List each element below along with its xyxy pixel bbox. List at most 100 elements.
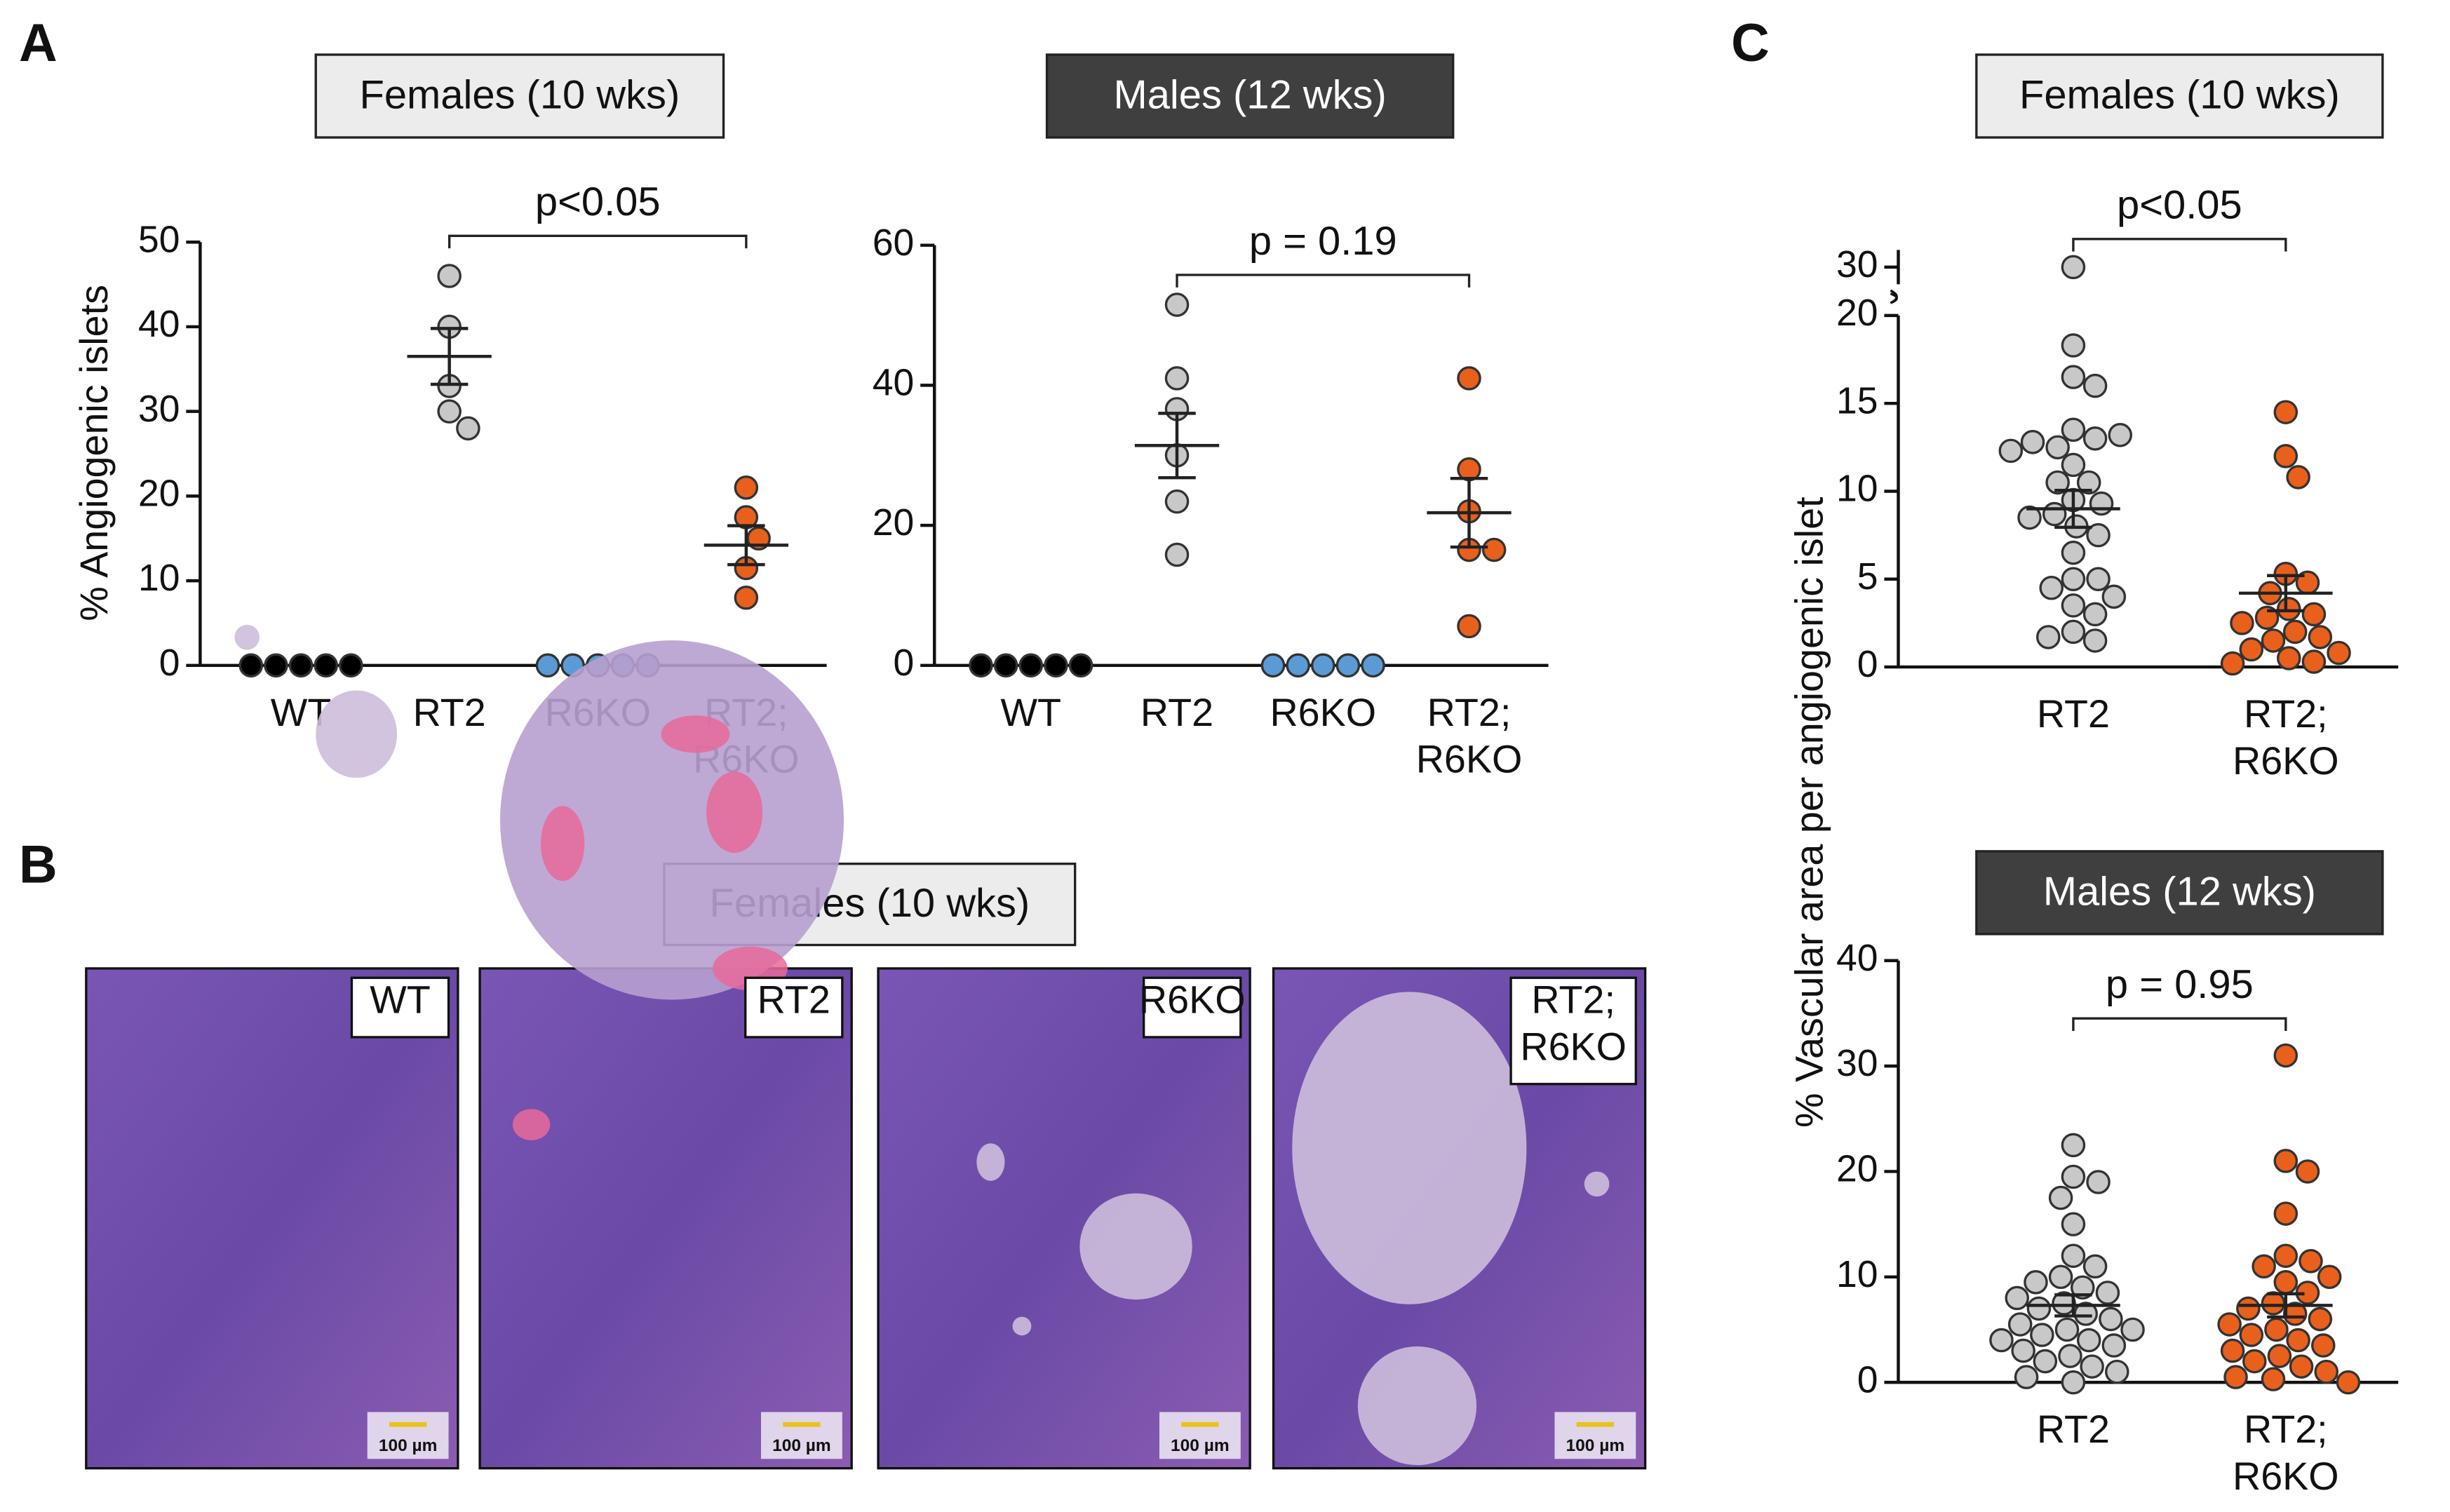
micrograph	[478, 967, 853, 1470]
micrograph-label-box	[350, 976, 450, 1039]
sem-bar	[2267, 1292, 2305, 1319]
significance-bracket	[2072, 238, 2287, 252]
panel-label: C	[1731, 13, 1770, 73]
data-point	[2076, 1328, 2101, 1353]
y-tick-label: 10	[1836, 1254, 1878, 1295]
data-point	[2082, 602, 2108, 627]
y-tick-label: 30	[1836, 244, 1878, 285]
data-point	[437, 399, 462, 424]
data-point	[2061, 417, 2086, 443]
data-point	[2286, 1328, 2310, 1353]
data-point	[1164, 366, 1190, 391]
data-point	[2061, 540, 2086, 565]
y-axis-label: % Vascular area per angiogenic islet	[1788, 497, 1831, 1128]
data-point	[535, 653, 560, 678]
data-point	[2048, 1264, 2073, 1290]
y-tick-label: 0	[1857, 1359, 1878, 1400]
micrograph-label-box	[1143, 976, 1242, 1039]
micrograph-label: R6KO	[1139, 978, 1246, 1022]
data-point	[1286, 653, 1310, 678]
data-point	[2273, 444, 2298, 468]
scale-bar-bg	[1159, 1412, 1241, 1459]
data-point	[2277, 646, 2301, 670]
panel-label: A	[19, 13, 58, 73]
x-tick-label: RT2	[2037, 1408, 2110, 1451]
data-point	[1068, 653, 1093, 678]
data-point	[2273, 400, 2298, 424]
data-point	[2054, 1317, 2080, 1342]
data-point	[2061, 1212, 2086, 1236]
data-point	[2101, 584, 2127, 609]
sem-bar	[2054, 1293, 2092, 1318]
data-point	[2301, 602, 2327, 627]
sem-bar	[1450, 476, 1488, 549]
data-point	[2120, 1317, 2145, 1342]
data-point	[2045, 435, 2070, 460]
y-tick-label: 5	[1857, 556, 1878, 598]
sem-bar	[430, 327, 469, 386]
data-point	[2220, 1338, 2245, 1363]
panel-title: Females (10 wks)	[2019, 73, 2340, 118]
panel-label: B	[19, 835, 58, 894]
y-tick-label: 20	[873, 502, 914, 544]
data-point	[2220, 651, 2245, 676]
y-tick-label: 50	[138, 219, 180, 260]
significance-bracket	[2072, 1017, 2287, 1031]
data-point	[238, 653, 264, 678]
data-point	[2061, 567, 2086, 592]
data-point	[2301, 649, 2327, 674]
data-point	[2086, 522, 2111, 548]
data-point	[2024, 1270, 2048, 1295]
data-point	[2261, 628, 2286, 653]
data-point	[2308, 1307, 2333, 1332]
islet	[316, 690, 398, 778]
x-tick-label: WT	[1000, 691, 1061, 734]
micrograph-label: R6KO	[1520, 1025, 1627, 1068]
axis-break	[1890, 289, 1898, 304]
data-point	[2295, 1159, 2320, 1184]
data-point	[2005, 1285, 2029, 1311]
micrograph	[877, 967, 1251, 1470]
y-tick-label: 40	[873, 363, 914, 404]
x-tick-label: RT2;	[2244, 1408, 2328, 1451]
data-point	[2298, 1248, 2323, 1274]
data-point	[2242, 1349, 2267, 1374]
data-point	[734, 475, 759, 500]
data-point	[1989, 1328, 2014, 1353]
data-point	[2011, 1338, 2035, 1363]
hemorrhage	[512, 1109, 551, 1140]
data-point	[2217, 1312, 2242, 1337]
y-tick-label: 20	[138, 473, 180, 515]
data-point	[969, 653, 993, 678]
x-tick-label: RT2;	[1427, 691, 1512, 734]
title-box	[1045, 53, 1455, 139]
data-point	[2007, 1312, 2033, 1337]
p-value: p = 0.19	[1249, 219, 1397, 264]
p-value: p<0.05	[535, 180, 661, 224]
data-point	[2239, 637, 2264, 662]
data-point	[2261, 1367, 2286, 1391]
scale-bar-bg	[1554, 1412, 1636, 1459]
data-point	[2277, 597, 2301, 621]
scale-bar-label: 100 µm	[1171, 1436, 1230, 1455]
data-point	[2089, 491, 2114, 516]
data-point	[2033, 1349, 2058, 1374]
data-point	[2048, 1185, 2073, 1210]
x-tick-label: RT2;	[2244, 692, 2328, 736]
data-point	[2273, 1043, 2298, 1068]
islet	[1292, 992, 1527, 1304]
scale-bar-label: 100 µm	[379, 1436, 438, 1455]
data-point	[2061, 1133, 2086, 1158]
data-point	[2105, 1359, 2129, 1384]
data-point	[339, 653, 363, 678]
y-tick-label: 60	[873, 222, 914, 264]
data-point	[1260, 653, 1286, 678]
data-point	[2099, 1307, 2123, 1332]
data-point	[1457, 614, 1481, 639]
islet	[234, 624, 260, 650]
significance-bracket	[1176, 274, 1471, 288]
x-tick-label: R6KO	[2233, 1454, 2339, 1498]
data-point	[2101, 1333, 2127, 1358]
data-point	[2086, 1170, 2111, 1194]
micrograph-label-box	[1509, 976, 1637, 1086]
